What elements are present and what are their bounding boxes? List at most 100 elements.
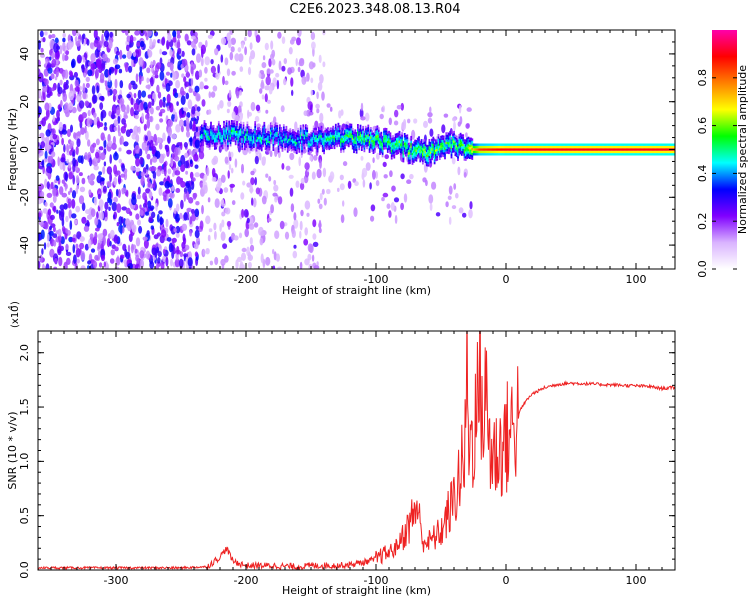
signal-cell	[368, 143, 371, 146]
signal-cell	[311, 134, 314, 138]
signal-cell	[341, 135, 344, 138]
signal-cell	[259, 147, 262, 150]
signal-cell	[371, 137, 374, 140]
signal-cell	[484, 148, 487, 151]
noise-blob	[97, 233, 103, 240]
signal-cell	[355, 132, 358, 135]
signal-cell	[451, 143, 454, 146]
signal-cell	[541, 143, 544, 146]
signal-cell	[210, 124, 212, 127]
signal-cell	[620, 153, 623, 156]
signal-cell	[656, 148, 658, 151]
signal-cell	[572, 145, 575, 149]
signal-cell	[416, 152, 419, 155]
signal-cell	[238, 135, 241, 138]
signal-cell	[247, 126, 250, 129]
snr-series-line	[38, 331, 675, 570]
signal-cell	[598, 143, 601, 146]
signal-cell	[347, 132, 350, 136]
noise-blob	[113, 196, 118, 203]
signal-cell	[334, 138, 337, 141]
signal-cell	[215, 139, 218, 143]
signal-cell	[201, 143, 203, 146]
signal-cell	[575, 153, 578, 156]
noise-blob	[174, 258, 180, 268]
signal-cell	[285, 137, 288, 141]
signal-cell	[476, 153, 479, 156]
noise-blob	[316, 91, 319, 100]
signal-cell	[299, 129, 302, 132]
signal-cell	[462, 146, 465, 149]
signal-cell	[568, 150, 571, 154]
signal-cell	[288, 139, 290, 142]
signal-cell	[263, 136, 266, 139]
noise-blob	[199, 220, 204, 230]
signal-cell	[445, 137, 448, 140]
signal-cell	[282, 126, 285, 129]
signal-cell	[528, 153, 531, 156]
y-axis-label: Frequency (Hz)	[6, 108, 19, 191]
signal-cell	[207, 140, 210, 144]
signal-cell	[268, 150, 271, 153]
signal-cell	[632, 145, 635, 149]
noise-blob	[96, 120, 101, 129]
signal-cell	[635, 143, 637, 146]
signal-cell	[506, 145, 509, 149]
noise-blob	[42, 208, 48, 214]
signal-cell	[243, 143, 246, 146]
noise-blob	[316, 261, 319, 267]
noise-blob	[308, 111, 314, 116]
signal-cell	[275, 129, 277, 132]
noise-blob	[310, 31, 316, 41]
noise-blob	[117, 174, 122, 185]
signal-cell	[571, 153, 574, 156]
signal-cell	[336, 130, 338, 133]
noise-blob	[280, 105, 285, 113]
noise-blob	[147, 94, 152, 99]
noise-blob	[104, 209, 108, 218]
signal-cell	[315, 139, 318, 143]
noise-blob	[75, 243, 79, 250]
signal-cell	[454, 144, 457, 147]
signal-cell	[399, 141, 402, 144]
signal-cell	[650, 143, 653, 146]
signal-cell	[319, 132, 322, 135]
signal-cell	[416, 156, 419, 160]
signal-cell	[567, 153, 570, 156]
noise-blob	[242, 147, 248, 156]
signal-cell	[444, 156, 446, 160]
noise-blob	[339, 183, 345, 191]
noise-blob	[326, 103, 331, 108]
signal-cell	[284, 143, 286, 146]
signal-cell	[450, 144, 453, 147]
signal-cell	[449, 130, 452, 134]
signal-cell	[557, 143, 559, 146]
noise-blob	[72, 244, 76, 254]
signal-cell	[211, 125, 214, 128]
signal-cell	[524, 148, 527, 151]
signal-cell	[293, 143, 296, 146]
signal-cell	[212, 141, 215, 145]
signal-cell	[243, 138, 246, 141]
noise-blob	[179, 141, 183, 151]
signal-cell	[359, 141, 362, 144]
signal-cell	[542, 143, 545, 146]
noise-blob	[285, 165, 291, 171]
signal-cell	[267, 140, 270, 143]
signal-cell	[661, 143, 663, 146]
noise-blob	[273, 184, 279, 192]
signal-cell	[370, 136, 372, 139]
noise-blob	[84, 152, 88, 161]
signal-cell	[206, 145, 208, 148]
noise-blob	[379, 113, 384, 120]
signal-cell	[341, 144, 344, 148]
signal-cell	[255, 139, 258, 142]
signal-cell	[575, 148, 578, 151]
signal-cell	[355, 141, 358, 144]
noise-blob	[223, 187, 229, 193]
noise-blob	[194, 229, 200, 239]
signal-cell	[250, 141, 253, 144]
signal-cell	[314, 130, 316, 133]
noise-blob	[93, 161, 98, 167]
y-tick-label: 1.5	[18, 398, 31, 416]
